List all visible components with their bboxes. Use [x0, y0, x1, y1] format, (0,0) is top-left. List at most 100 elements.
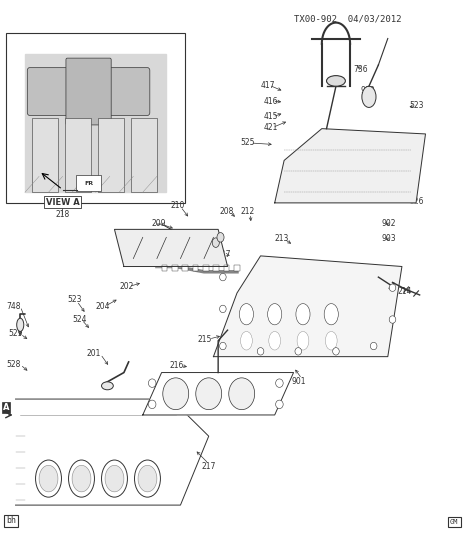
Ellipse shape — [362, 86, 376, 108]
Ellipse shape — [325, 332, 337, 350]
Text: 205: 205 — [198, 250, 212, 259]
Text: 900: 900 — [361, 86, 375, 95]
Text: 203: 203 — [147, 260, 162, 269]
Text: 200: 200 — [362, 335, 376, 344]
Text: 201: 201 — [86, 350, 100, 359]
Polygon shape — [213, 256, 402, 357]
Text: 525: 525 — [240, 139, 255, 148]
Text: 207: 207 — [217, 251, 231, 260]
Text: 206: 206 — [201, 233, 215, 242]
Text: 210: 210 — [171, 201, 185, 210]
Ellipse shape — [135, 460, 160, 497]
Bar — [203, 265, 209, 271]
Ellipse shape — [240, 332, 252, 350]
FancyBboxPatch shape — [6, 33, 185, 203]
Text: 213: 213 — [274, 235, 289, 244]
Text: 215: 215 — [198, 335, 212, 344]
Ellipse shape — [324, 304, 338, 325]
Ellipse shape — [212, 238, 219, 247]
Circle shape — [219, 273, 226, 281]
Circle shape — [148, 400, 156, 409]
Ellipse shape — [163, 378, 189, 410]
Bar — [182, 265, 188, 271]
Text: 529: 529 — [8, 329, 23, 338]
Ellipse shape — [239, 304, 254, 325]
Ellipse shape — [296, 304, 310, 325]
Polygon shape — [275, 128, 426, 203]
Bar — [65, 118, 91, 192]
Text: 415: 415 — [264, 112, 278, 122]
Circle shape — [389, 316, 396, 323]
Circle shape — [295, 348, 301, 355]
Bar — [162, 265, 167, 271]
Text: 216: 216 — [170, 361, 184, 370]
Ellipse shape — [217, 232, 224, 242]
Polygon shape — [143, 373, 293, 415]
Text: 903: 903 — [382, 235, 396, 244]
Text: 212: 212 — [240, 207, 255, 216]
Text: FR: FR — [84, 181, 93, 186]
Text: bh: bh — [6, 516, 16, 525]
Ellipse shape — [69, 460, 94, 497]
Ellipse shape — [196, 378, 222, 410]
Text: 528: 528 — [6, 360, 20, 369]
Ellipse shape — [269, 332, 281, 350]
Circle shape — [257, 348, 264, 355]
Ellipse shape — [138, 465, 157, 492]
Circle shape — [219, 342, 226, 350]
Text: 524: 524 — [72, 315, 86, 324]
Circle shape — [276, 400, 283, 409]
Polygon shape — [25, 54, 166, 192]
Text: 524: 524 — [405, 139, 419, 148]
Ellipse shape — [105, 465, 124, 492]
Text: 214: 214 — [397, 287, 411, 296]
Bar — [234, 265, 240, 271]
Text: A: A — [3, 403, 9, 413]
Text: 902: 902 — [382, 219, 396, 228]
Circle shape — [148, 379, 156, 387]
Bar — [131, 118, 157, 192]
Text: 209: 209 — [152, 219, 166, 228]
Bar — [172, 265, 178, 271]
Circle shape — [370, 342, 377, 350]
FancyBboxPatch shape — [66, 58, 111, 125]
Text: 736: 736 — [353, 64, 368, 74]
Polygon shape — [16, 399, 209, 505]
Ellipse shape — [101, 382, 113, 390]
Bar — [98, 118, 124, 192]
Circle shape — [219, 305, 226, 313]
Ellipse shape — [17, 318, 24, 332]
Text: 748: 748 — [6, 302, 20, 311]
Circle shape — [276, 379, 283, 387]
Ellipse shape — [39, 465, 58, 492]
Text: 526: 526 — [410, 197, 424, 206]
FancyBboxPatch shape — [93, 68, 150, 115]
Text: 728: 728 — [311, 330, 325, 339]
FancyBboxPatch shape — [27, 68, 84, 115]
Text: 208: 208 — [219, 207, 234, 216]
Polygon shape — [115, 229, 228, 266]
Circle shape — [333, 348, 339, 355]
Circle shape — [389, 284, 396, 292]
Bar — [213, 265, 219, 271]
Text: 202: 202 — [119, 282, 134, 291]
Bar — [224, 265, 229, 271]
Ellipse shape — [268, 304, 282, 325]
Bar — [32, 118, 58, 192]
Text: VIEW A: VIEW A — [46, 198, 80, 207]
Text: 416: 416 — [264, 96, 278, 106]
FancyBboxPatch shape — [76, 175, 101, 191]
Ellipse shape — [72, 465, 91, 492]
Bar — [193, 265, 198, 271]
Ellipse shape — [36, 460, 62, 497]
Text: 417: 417 — [260, 80, 275, 90]
Text: TX00-902  04/03/2012: TX00-902 04/03/2012 — [293, 14, 401, 23]
Ellipse shape — [101, 460, 128, 497]
Ellipse shape — [229, 378, 255, 410]
Text: 204: 204 — [95, 302, 110, 311]
Text: GM: GM — [450, 519, 458, 525]
Text: 217: 217 — [201, 463, 216, 471]
Text: 523: 523 — [67, 295, 82, 304]
Text: 218: 218 — [55, 210, 70, 219]
Ellipse shape — [297, 332, 309, 350]
